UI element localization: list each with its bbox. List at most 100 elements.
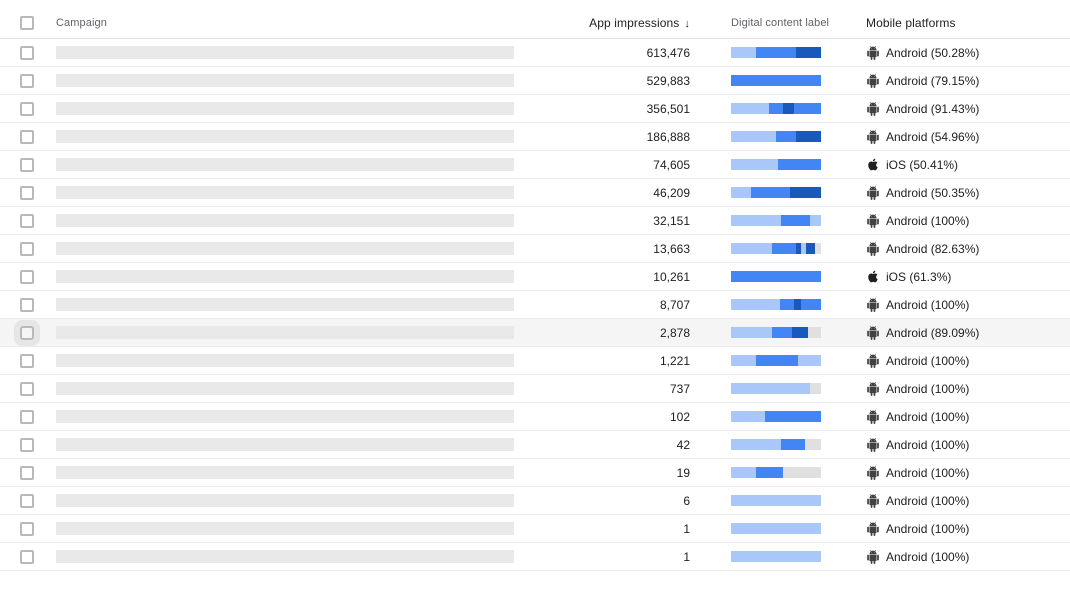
- content-label-bar: [731, 159, 821, 170]
- column-header-platforms[interactable]: Mobile platforms: [866, 16, 956, 30]
- apple-icon: [868, 270, 878, 283]
- campaign-name-redacted: [56, 465, 514, 479]
- row-checkbox[interactable]: [20, 409, 34, 424]
- row-checkbox[interactable]: [20, 129, 34, 144]
- platform-label: Android (100%): [886, 493, 970, 508]
- platform-label: Android (100%): [886, 409, 970, 424]
- impressions-value: 42: [676, 437, 690, 452]
- row-checkbox[interactable]: [20, 185, 34, 200]
- android-icon: [867, 241, 879, 256]
- table-row: 737 Android (100%): [0, 375, 1070, 403]
- android-icon: [867, 213, 879, 228]
- android-icon: [867, 409, 879, 424]
- platform-label: Android (89.09%): [886, 325, 980, 340]
- campaign-name-redacted: [56, 101, 514, 115]
- select-all-checkbox[interactable]: [20, 16, 34, 30]
- table-row: 6 Android (100%): [0, 487, 1070, 515]
- row-checkbox[interactable]: [20, 353, 34, 368]
- impressions-value: 2,878: [659, 325, 690, 340]
- impressions-value: 1: [683, 521, 690, 536]
- table-row: 8,707 Android (100%): [0, 291, 1070, 319]
- table-header: Campaign App impressions ↓ Digital conten…: [0, 8, 1070, 39]
- row-checkbox[interactable]: [20, 549, 34, 564]
- android-icon: [867, 101, 879, 116]
- campaign-name-redacted: [56, 185, 514, 199]
- android-icon: [867, 381, 879, 396]
- platform-label: Android (54.96%): [886, 129, 980, 144]
- row-checkbox[interactable]: [20, 73, 34, 88]
- impressions-value: 613,476: [646, 45, 690, 60]
- impressions-value: 46,209: [653, 185, 690, 200]
- row-checkbox[interactable]: [20, 241, 34, 256]
- impressions-value: 356,501: [646, 101, 690, 116]
- content-label-bar: [731, 411, 821, 422]
- column-header-impressions[interactable]: App impressions ↓: [540, 16, 690, 30]
- campaign-name-redacted: [56, 437, 514, 451]
- content-label-bar: [731, 523, 821, 534]
- row-checkbox[interactable]: [20, 521, 34, 536]
- impressions-value: 102: [669, 409, 690, 424]
- android-icon: [867, 73, 879, 88]
- sort-descending-icon[interactable]: ↓: [684, 18, 690, 30]
- campaign-name-redacted: [56, 241, 514, 255]
- apple-icon: [868, 158, 878, 171]
- platform-label: Android (100%): [886, 297, 970, 312]
- column-header-content-label[interactable]: Digital content label: [731, 17, 830, 29]
- column-header-campaign[interactable]: Campaign: [56, 17, 107, 29]
- impressions-value: 529,883: [646, 73, 690, 88]
- platform-label: Android (79.15%): [886, 73, 980, 88]
- campaign-name-redacted: [56, 45, 514, 59]
- row-checkbox[interactable]: [20, 325, 34, 340]
- platform-label: Android (100%): [886, 381, 970, 396]
- impressions-value: 10,261: [653, 269, 690, 284]
- campaign-name-redacted: [56, 381, 514, 395]
- row-checkbox[interactable]: [20, 381, 34, 396]
- android-icon: [867, 549, 879, 564]
- campaign-name-redacted: [56, 549, 514, 563]
- impressions-value: 8,707: [659, 297, 690, 312]
- android-icon: [867, 297, 879, 312]
- campaign-name-redacted: [56, 353, 514, 367]
- campaign-name-redacted: [56, 157, 514, 171]
- content-label-bar: [731, 495, 821, 506]
- impressions-value: 186,888: [646, 129, 690, 144]
- impressions-value: 13,663: [653, 241, 690, 256]
- platform-label: iOS (50.41%): [886, 157, 959, 172]
- row-checkbox[interactable]: [20, 157, 34, 172]
- platform-label: Android (100%): [886, 465, 970, 480]
- campaign-name-redacted: [56, 297, 514, 311]
- content-label-bar: [731, 243, 821, 254]
- impressions-value: 737: [669, 381, 690, 396]
- impressions-value: 32,151: [653, 213, 690, 228]
- table-row: 613,476 Android (50.28%): [0, 39, 1070, 67]
- platform-label: Android (100%): [886, 353, 970, 368]
- row-checkbox[interactable]: [20, 45, 34, 60]
- content-label-bar: [731, 215, 821, 226]
- campaign-name-redacted: [56, 73, 514, 87]
- table-row: 32,151 Android (100%): [0, 207, 1070, 235]
- impressions-value: 1: [683, 549, 690, 564]
- campaign-table: Campaign App impressions ↓ Digital conten…: [0, 8, 1070, 571]
- row-checkbox[interactable]: [20, 213, 34, 228]
- platform-label: Android (50.35%): [886, 185, 980, 200]
- row-checkbox[interactable]: [20, 465, 34, 480]
- row-checkbox[interactable]: [20, 101, 34, 116]
- content-label-bar: [731, 131, 821, 142]
- campaign-name-redacted: [56, 325, 514, 339]
- column-header-impressions-label: App impressions: [589, 16, 680, 30]
- android-icon: [867, 493, 879, 508]
- row-checkbox[interactable]: [20, 437, 34, 452]
- row-checkbox[interactable]: [20, 269, 34, 284]
- platform-label: Android (82.63%): [886, 241, 980, 256]
- table-row: 102 Android (100%): [0, 403, 1070, 431]
- table-row: 42 Android (100%): [0, 431, 1070, 459]
- row-checkbox[interactable]: [20, 493, 34, 508]
- content-label-bar: [731, 299, 821, 310]
- platform-label: Android (50.28%): [886, 45, 980, 60]
- content-label-bar: [731, 187, 821, 198]
- table-body: 613,476 Android (50.28%) 529,883 Android…: [0, 39, 1070, 571]
- platform-label: iOS (61.3%): [886, 269, 952, 284]
- impressions-value: 1,221: [659, 353, 690, 368]
- table-row: 10,261 iOS (61.3%): [0, 263, 1070, 291]
- row-checkbox[interactable]: [20, 297, 34, 312]
